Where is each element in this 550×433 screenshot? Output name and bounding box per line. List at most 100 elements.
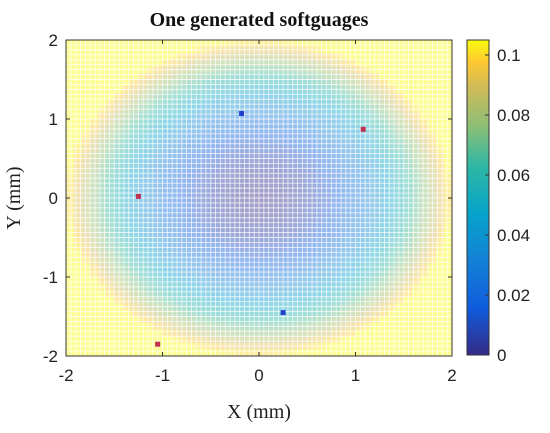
heatmap-cell xyxy=(339,40,349,48)
heatmap-cell xyxy=(427,349,437,356)
heatmap-cell xyxy=(90,198,99,206)
heatmap-cell xyxy=(210,230,220,239)
heatmap-cell xyxy=(371,99,381,107)
heatmap-cell xyxy=(307,270,316,278)
y-axis-label: Y (mm) xyxy=(3,166,25,229)
heatmap-cell xyxy=(339,250,349,258)
heatmap-cell xyxy=(74,316,83,324)
heatmap-cell xyxy=(178,53,188,61)
heatmap-cell xyxy=(435,40,445,48)
heatmap-cell xyxy=(82,296,91,304)
softgauge-point xyxy=(135,193,141,199)
heatmap-cell xyxy=(170,79,180,87)
heatmap-cell xyxy=(323,151,332,160)
heatmap-cell xyxy=(138,349,148,356)
heatmap-cell xyxy=(106,290,115,298)
heatmap-cell xyxy=(347,217,357,225)
heatmap-cell xyxy=(435,112,445,120)
heatmap-cell xyxy=(218,72,228,81)
heatmap-cell xyxy=(435,349,445,356)
heatmap-cell xyxy=(130,132,139,140)
heatmap-cell xyxy=(154,211,164,219)
heatmap-cell xyxy=(275,99,284,107)
heatmap-cell xyxy=(114,277,123,285)
heatmap-cell xyxy=(250,171,260,179)
heatmap-cell xyxy=(154,53,164,61)
colorbar-tick-label: 0.08 xyxy=(497,106,530,125)
heatmap-cell xyxy=(250,151,260,160)
heatmap-cell xyxy=(371,138,381,146)
heatmap-cell xyxy=(66,329,75,337)
heatmap-cell xyxy=(130,316,139,324)
heatmap-cell xyxy=(242,92,252,100)
heatmap-cell xyxy=(371,171,381,179)
heatmap-cell xyxy=(186,178,196,186)
heatmap-cell xyxy=(98,171,107,179)
heatmap-cell xyxy=(82,59,91,67)
heatmap-cell xyxy=(435,79,445,87)
heatmap-cell xyxy=(443,72,452,81)
heatmap-cell xyxy=(379,79,389,87)
heatmap-cell xyxy=(210,178,220,186)
heatmap-cell xyxy=(259,99,268,107)
heatmap-cell xyxy=(379,250,389,258)
heatmap-cell xyxy=(411,112,421,120)
heatmap-cell xyxy=(114,191,123,199)
heatmap-cell xyxy=(387,277,397,285)
heatmap-cell xyxy=(371,59,381,67)
heatmap-cell xyxy=(355,99,365,107)
heatmap-cell xyxy=(299,72,308,81)
heatmap-cell xyxy=(331,178,341,186)
heatmap-cell xyxy=(202,79,212,87)
heatmap-cell xyxy=(371,198,381,206)
heatmap-cell xyxy=(106,151,115,160)
heatmap-cell xyxy=(178,138,188,146)
heatmap-cell xyxy=(379,336,389,344)
heatmap-cell xyxy=(283,92,292,100)
heatmap-cell xyxy=(395,132,405,140)
heatmap-cell xyxy=(379,230,389,239)
heatmap-cell xyxy=(283,309,292,318)
heatmap-cell xyxy=(363,178,373,186)
heatmap-cell xyxy=(339,277,349,285)
heatmap-cell xyxy=(250,99,260,107)
heatmap-cell xyxy=(122,171,131,179)
heatmap-cell xyxy=(210,270,220,278)
heatmap-cell xyxy=(371,230,381,239)
heatmap-cell xyxy=(307,237,316,245)
heatmap-cell xyxy=(355,158,365,166)
heatmap-cell xyxy=(66,250,75,258)
heatmap-cell xyxy=(90,296,99,304)
heatmap-cell xyxy=(355,119,365,127)
heatmap-cell xyxy=(250,53,260,61)
heatmap-cell xyxy=(170,237,180,245)
heatmap-cell xyxy=(242,309,252,318)
heatmap-cell xyxy=(363,79,373,87)
heatmap-cell xyxy=(170,132,180,140)
heatmap-cell xyxy=(194,250,204,258)
heatmap-cell xyxy=(355,349,365,356)
heatmap-cell xyxy=(387,92,397,100)
heatmap-cell xyxy=(98,112,107,120)
heatmap-cell xyxy=(371,72,381,81)
heatmap-cell xyxy=(411,290,421,298)
heatmap-cell xyxy=(363,250,373,258)
heatmap-cell xyxy=(66,53,75,61)
heatmap-cell xyxy=(250,92,260,100)
heatmap-cell xyxy=(186,336,196,344)
heatmap-cell xyxy=(291,336,300,344)
heatmap-cell xyxy=(347,99,357,107)
heatmap-cell xyxy=(106,72,115,81)
heatmap-cell xyxy=(267,72,276,81)
heatmap-cell xyxy=(323,230,332,239)
heatmap-cell xyxy=(307,79,316,87)
heatmap-cell xyxy=(323,59,332,67)
heatmap-cell xyxy=(275,316,284,324)
heatmap-cell xyxy=(178,151,188,160)
heatmap-cell xyxy=(411,270,421,278)
heatmap-cell xyxy=(427,277,437,285)
heatmap-cell xyxy=(427,178,437,186)
heatmap-cell xyxy=(307,349,316,356)
heatmap-cell xyxy=(387,72,397,81)
heatmap-cell xyxy=(210,336,220,344)
